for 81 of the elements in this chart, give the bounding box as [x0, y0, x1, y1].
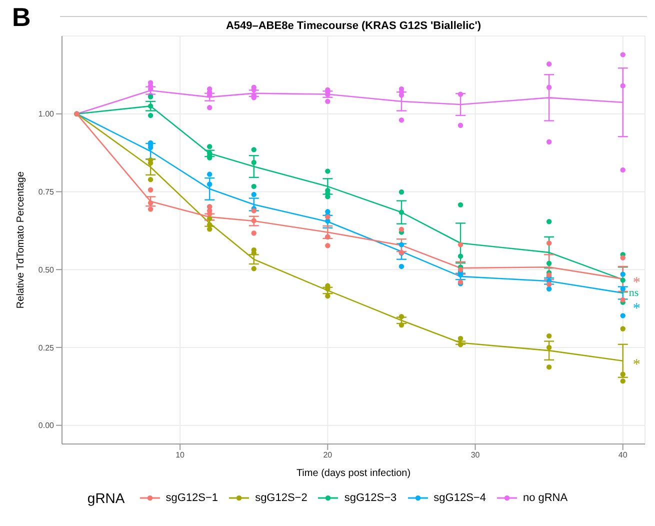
point [546, 260, 552, 266]
point [398, 189, 404, 195]
point [546, 344, 552, 350]
y-tick-label: 1.00 [38, 110, 55, 119]
point [458, 336, 464, 342]
point [398, 117, 404, 123]
y-tick-label: 0.00 [38, 421, 55, 430]
point [458, 342, 464, 348]
point [458, 92, 464, 97]
point [546, 286, 552, 292]
point [620, 272, 626, 277]
point [546, 61, 552, 67]
point [546, 282, 552, 287]
legend-label: sgG12S−4 [434, 492, 486, 504]
point [206, 144, 212, 150]
point [546, 364, 552, 370]
point [148, 200, 154, 206]
point [398, 226, 404, 232]
x-axis-title: Time (days post infection) [296, 468, 411, 479]
point [325, 243, 330, 248]
point [251, 184, 256, 190]
point [398, 264, 404, 270]
point [620, 297, 626, 302]
text: B [12, 2, 31, 33]
point [148, 112, 154, 118]
y-tick-label: 0.75 [38, 188, 55, 197]
point [251, 218, 256, 224]
point [620, 83, 626, 88]
point [148, 206, 154, 212]
point [206, 216, 212, 222]
legend-label: sgG12S−2 [255, 492, 308, 504]
point [620, 52, 626, 58]
point [148, 187, 154, 192]
point [251, 147, 256, 152]
point [620, 378, 626, 384]
point [398, 322, 404, 328]
point [251, 230, 256, 236]
point [458, 122, 464, 128]
point [251, 266, 256, 272]
legend-title: gRNA [87, 490, 125, 506]
annotation: * [632, 300, 640, 317]
point [206, 172, 212, 177]
point [251, 192, 256, 198]
point [546, 240, 552, 246]
point [546, 139, 552, 144]
legend-label: sgG12S−1 [166, 492, 218, 504]
point [458, 242, 464, 248]
y-axis-title: Relative TdTomato Percentage [16, 171, 27, 309]
point [398, 242, 404, 248]
x-tick-label: 10 [176, 450, 186, 460]
legend-label: no gRNA [522, 492, 568, 504]
point [206, 182, 212, 187]
point [620, 278, 626, 283]
y-tick-label: 0.25 [38, 343, 55, 352]
point [620, 255, 626, 260]
point [398, 210, 404, 215]
point [546, 333, 552, 339]
point [458, 266, 464, 272]
point [458, 254, 464, 259]
point [620, 286, 626, 292]
x-tick-label: 30 [470, 450, 480, 460]
point [620, 372, 626, 377]
y-tick-label: 0.50 [38, 265, 55, 274]
point [620, 326, 626, 332]
point [546, 219, 552, 224]
point [546, 84, 552, 90]
point [325, 98, 330, 104]
point [148, 176, 154, 182]
annotation: * [632, 356, 640, 373]
x-tick-label: 40 [618, 450, 628, 460]
point [398, 314, 404, 320]
legend-label: sgG12S−3 [344, 492, 397, 504]
point [206, 105, 212, 110]
point [620, 313, 626, 318]
point [206, 226, 212, 232]
point [325, 168, 330, 174]
point [458, 202, 464, 208]
point [620, 167, 626, 173]
x-tick-label: 20 [323, 450, 333, 460]
point [251, 160, 256, 166]
chart-title: A549–ABE8e Timecourse (KRAS G12S 'Biallelic') [60, 16, 647, 32]
